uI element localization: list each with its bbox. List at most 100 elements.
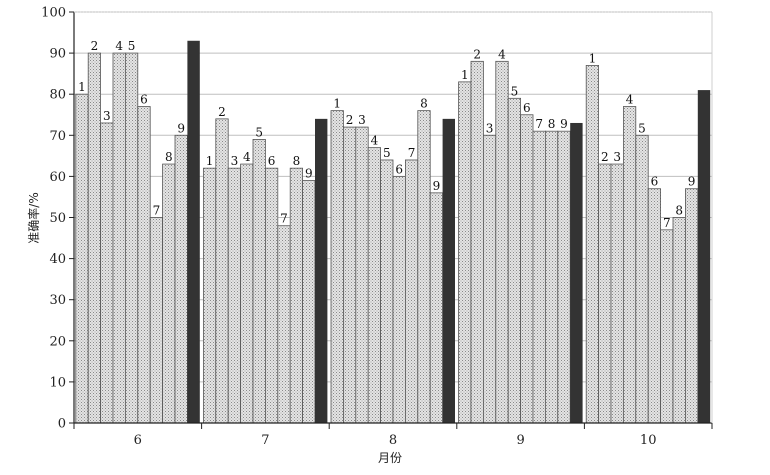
bar-label-month-7-7: 7 [280, 212, 288, 226]
bar-label-month-9-2: 2 [473, 47, 481, 61]
bar-month-6-series-2 [87, 52, 101, 424]
y-axis-title: 准确率/% [26, 192, 41, 243]
bar-month-8-series-6 [392, 175, 406, 424]
bar-month-7-series-2 [215, 118, 229, 424]
bar-month-6-series-9 [174, 134, 188, 424]
bar-month-10-series-4 [623, 106, 637, 424]
bar-month-6-series-6 [137, 106, 151, 424]
bar-label-month-6-6: 6 [140, 93, 148, 107]
bar-month-8-series-dark [442, 118, 455, 424]
bar-month-10-series-dark [697, 90, 711, 423]
y-tick-label-0: 0 [58, 417, 66, 432]
bar-month-10-series-2 [598, 163, 612, 424]
bar-label-month-8-5: 5 [383, 146, 391, 160]
x-tick-label-6: 6 [134, 433, 142, 448]
bar-month-7-series-7 [277, 225, 291, 424]
bar-month-8-series-9 [429, 192, 444, 424]
bar-month-8-series-4 [367, 147, 382, 424]
bar-month-9-series-4 [495, 60, 509, 424]
bar-month-6-series-3 [100, 122, 114, 424]
bar-label-month-8-4: 4 [371, 134, 379, 148]
bar-label-month-6-1: 1 [78, 80, 86, 94]
bar-month-7-series-dark [315, 118, 328, 424]
bar-label-month-6-9: 9 [177, 121, 185, 135]
bar-label-month-7-1: 1 [206, 154, 214, 168]
bar-month-7-series-1 [202, 167, 217, 424]
x-tick-label-10: 10 [640, 433, 657, 448]
bar-label-month-7-9: 9 [305, 167, 313, 181]
bar-month-9-series-2 [470, 60, 484, 424]
bar-label-month-8-9: 9 [433, 179, 441, 193]
bar-label-month-6-2: 2 [91, 39, 99, 53]
bar-month-10-series-7 [660, 229, 674, 424]
bar-label-month-10-6: 6 [651, 175, 659, 189]
bars [75, 40, 711, 424]
bar-month-9-series-5 [507, 97, 522, 424]
x-tick-label-8: 8 [389, 433, 397, 448]
y-tick-label-40: 40 [49, 252, 66, 267]
bar-label-month-8-6: 6 [395, 162, 403, 176]
y-tick-label-10: 10 [49, 375, 66, 390]
x-tick-label-7: 7 [261, 433, 269, 448]
bar-month-10-series-9 [685, 188, 699, 424]
bar-label-month-9-1: 1 [461, 68, 469, 82]
bar-label-month-7-6: 6 [268, 154, 276, 168]
bar-month-9-series-3 [482, 134, 497, 424]
bar-month-10-series-6 [647, 188, 662, 424]
bar-month-6-series-5 [125, 52, 139, 424]
bar-month-10-series-5 [635, 134, 649, 424]
bar-label-month-7-3: 3 [231, 154, 239, 168]
bar-month-6-series-1 [75, 93, 89, 424]
bar-month-8-series-1 [330, 110, 344, 424]
bar-month-10-series-1 [585, 65, 600, 424]
bar-label-month-9-8: 8 [548, 117, 556, 131]
y-tick-label-90: 90 [49, 47, 66, 62]
bar-label-month-8-2: 2 [346, 113, 354, 127]
bar-month-6-series-4 [112, 52, 126, 424]
bar-label-month-7-2: 2 [218, 105, 226, 119]
y-tick-label-60: 60 [49, 170, 66, 185]
bar-label-month-10-5: 5 [638, 121, 646, 135]
bar-label-month-9-6: 6 [523, 101, 531, 115]
bar-label-month-6-3: 3 [103, 109, 111, 123]
bar-month-7-series-6 [264, 167, 279, 424]
bar-month-7-series-3 [227, 167, 241, 424]
bar-month-10-series-3 [610, 163, 624, 424]
bar-label-month-10-3: 3 [613, 150, 621, 164]
bar-label-month-7-4: 4 [243, 150, 251, 164]
x-axis-title: 月份 [378, 451, 402, 465]
bar-month-8-series-3 [355, 126, 369, 424]
bar-month-6-series-dark [187, 40, 200, 424]
bar-month-7-series-4 [240, 163, 254, 424]
bar-label-month-7-5: 5 [255, 125, 263, 139]
bar-month-7-series-5 [252, 139, 266, 424]
bar-month-9-series-8 [545, 130, 559, 424]
bar-month-9-series-9 [557, 130, 571, 424]
bar-month-9-series-7 [532, 130, 546, 424]
bar-label-month-6-4: 4 [115, 39, 123, 53]
bar-label-month-10-1: 1 [589, 51, 597, 65]
bar-label-month-8-3: 3 [358, 113, 366, 127]
bar-label-month-8-8: 8 [420, 97, 428, 111]
bar-label-month-9-3: 3 [486, 121, 494, 135]
bar-label-month-10-8: 8 [675, 204, 683, 218]
bar-label-month-9-5: 5 [511, 84, 519, 98]
bar-label-month-9-7: 7 [535, 117, 543, 131]
y-tick-label-100: 100 [41, 6, 66, 21]
bar-label-month-10-9: 9 [688, 175, 696, 189]
bar-month-10-series-8 [672, 217, 686, 424]
bar-label-month-9-4: 4 [498, 47, 506, 61]
bar-month-9-series-6 [520, 114, 534, 424]
bar-label-month-8-7: 7 [408, 146, 416, 160]
bar-month-8-series-5 [380, 159, 394, 424]
y-tick-label-80: 80 [49, 88, 66, 103]
bar-label-month-8-1: 1 [333, 97, 341, 111]
bar-month-8-series-7 [404, 159, 419, 424]
bar-label-month-10-2: 2 [601, 150, 609, 164]
bar-month-7-series-9 [302, 180, 316, 424]
bar-label-month-6-5: 5 [128, 39, 136, 53]
bar-label-month-6-8: 8 [165, 150, 173, 164]
bar-month-7-series-8 [289, 167, 304, 424]
bar-label-month-10-4: 4 [626, 93, 634, 107]
